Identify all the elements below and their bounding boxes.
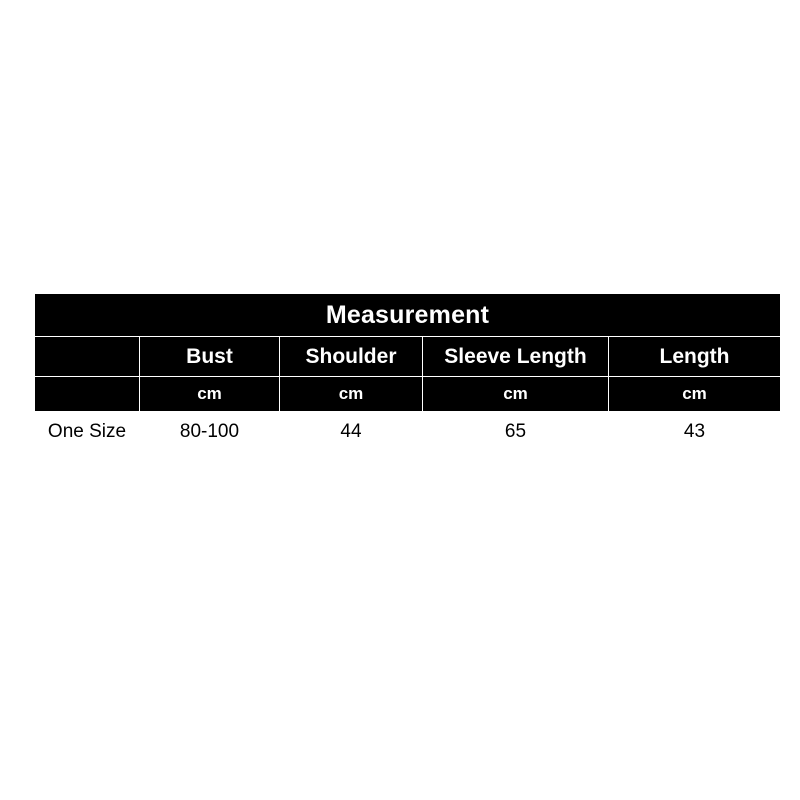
column-header-bust: Bust (139, 336, 280, 377)
table-bottom-rule-cell-1 (34, 452, 140, 456)
table-bottom-rule-cell-3 (279, 452, 423, 456)
table-bottom-rule (34, 452, 781, 456)
table-row: One Size 80-100 44 65 43 (34, 411, 781, 453)
unit-shoulder: cm (279, 376, 423, 412)
table-bottom-rule-cell-4 (422, 452, 609, 456)
cell-size: One Size (34, 411, 140, 453)
unit-sleeve-length: cm (422, 376, 609, 412)
cell-length: 43 (608, 411, 781, 453)
table-title-row: Measurement (34, 293, 781, 337)
cell-bust: 80-100 (139, 411, 280, 453)
table-title: Measurement (34, 293, 781, 337)
cell-sleeve-length: 65 (422, 411, 609, 453)
unit-size (34, 376, 140, 412)
column-header-shoulder: Shoulder (279, 336, 423, 377)
unit-length: cm (608, 376, 781, 412)
table-bottom-rule-cell-2 (139, 452, 280, 456)
cell-shoulder: 44 (279, 411, 423, 453)
table-bottom-rule-cell-5 (608, 452, 781, 456)
column-header-length: Length (608, 336, 781, 377)
size-measurement-table: Measurement Bust Shoulder Sleeve Length … (34, 293, 781, 456)
column-header-size (34, 336, 140, 377)
table-header-row: Bust Shoulder Sleeve Length Length (34, 336, 781, 377)
table-unit-row: cm cm cm cm (34, 376, 781, 412)
unit-bust: cm (139, 376, 280, 412)
column-header-sleeve-length: Sleeve Length (422, 336, 609, 377)
